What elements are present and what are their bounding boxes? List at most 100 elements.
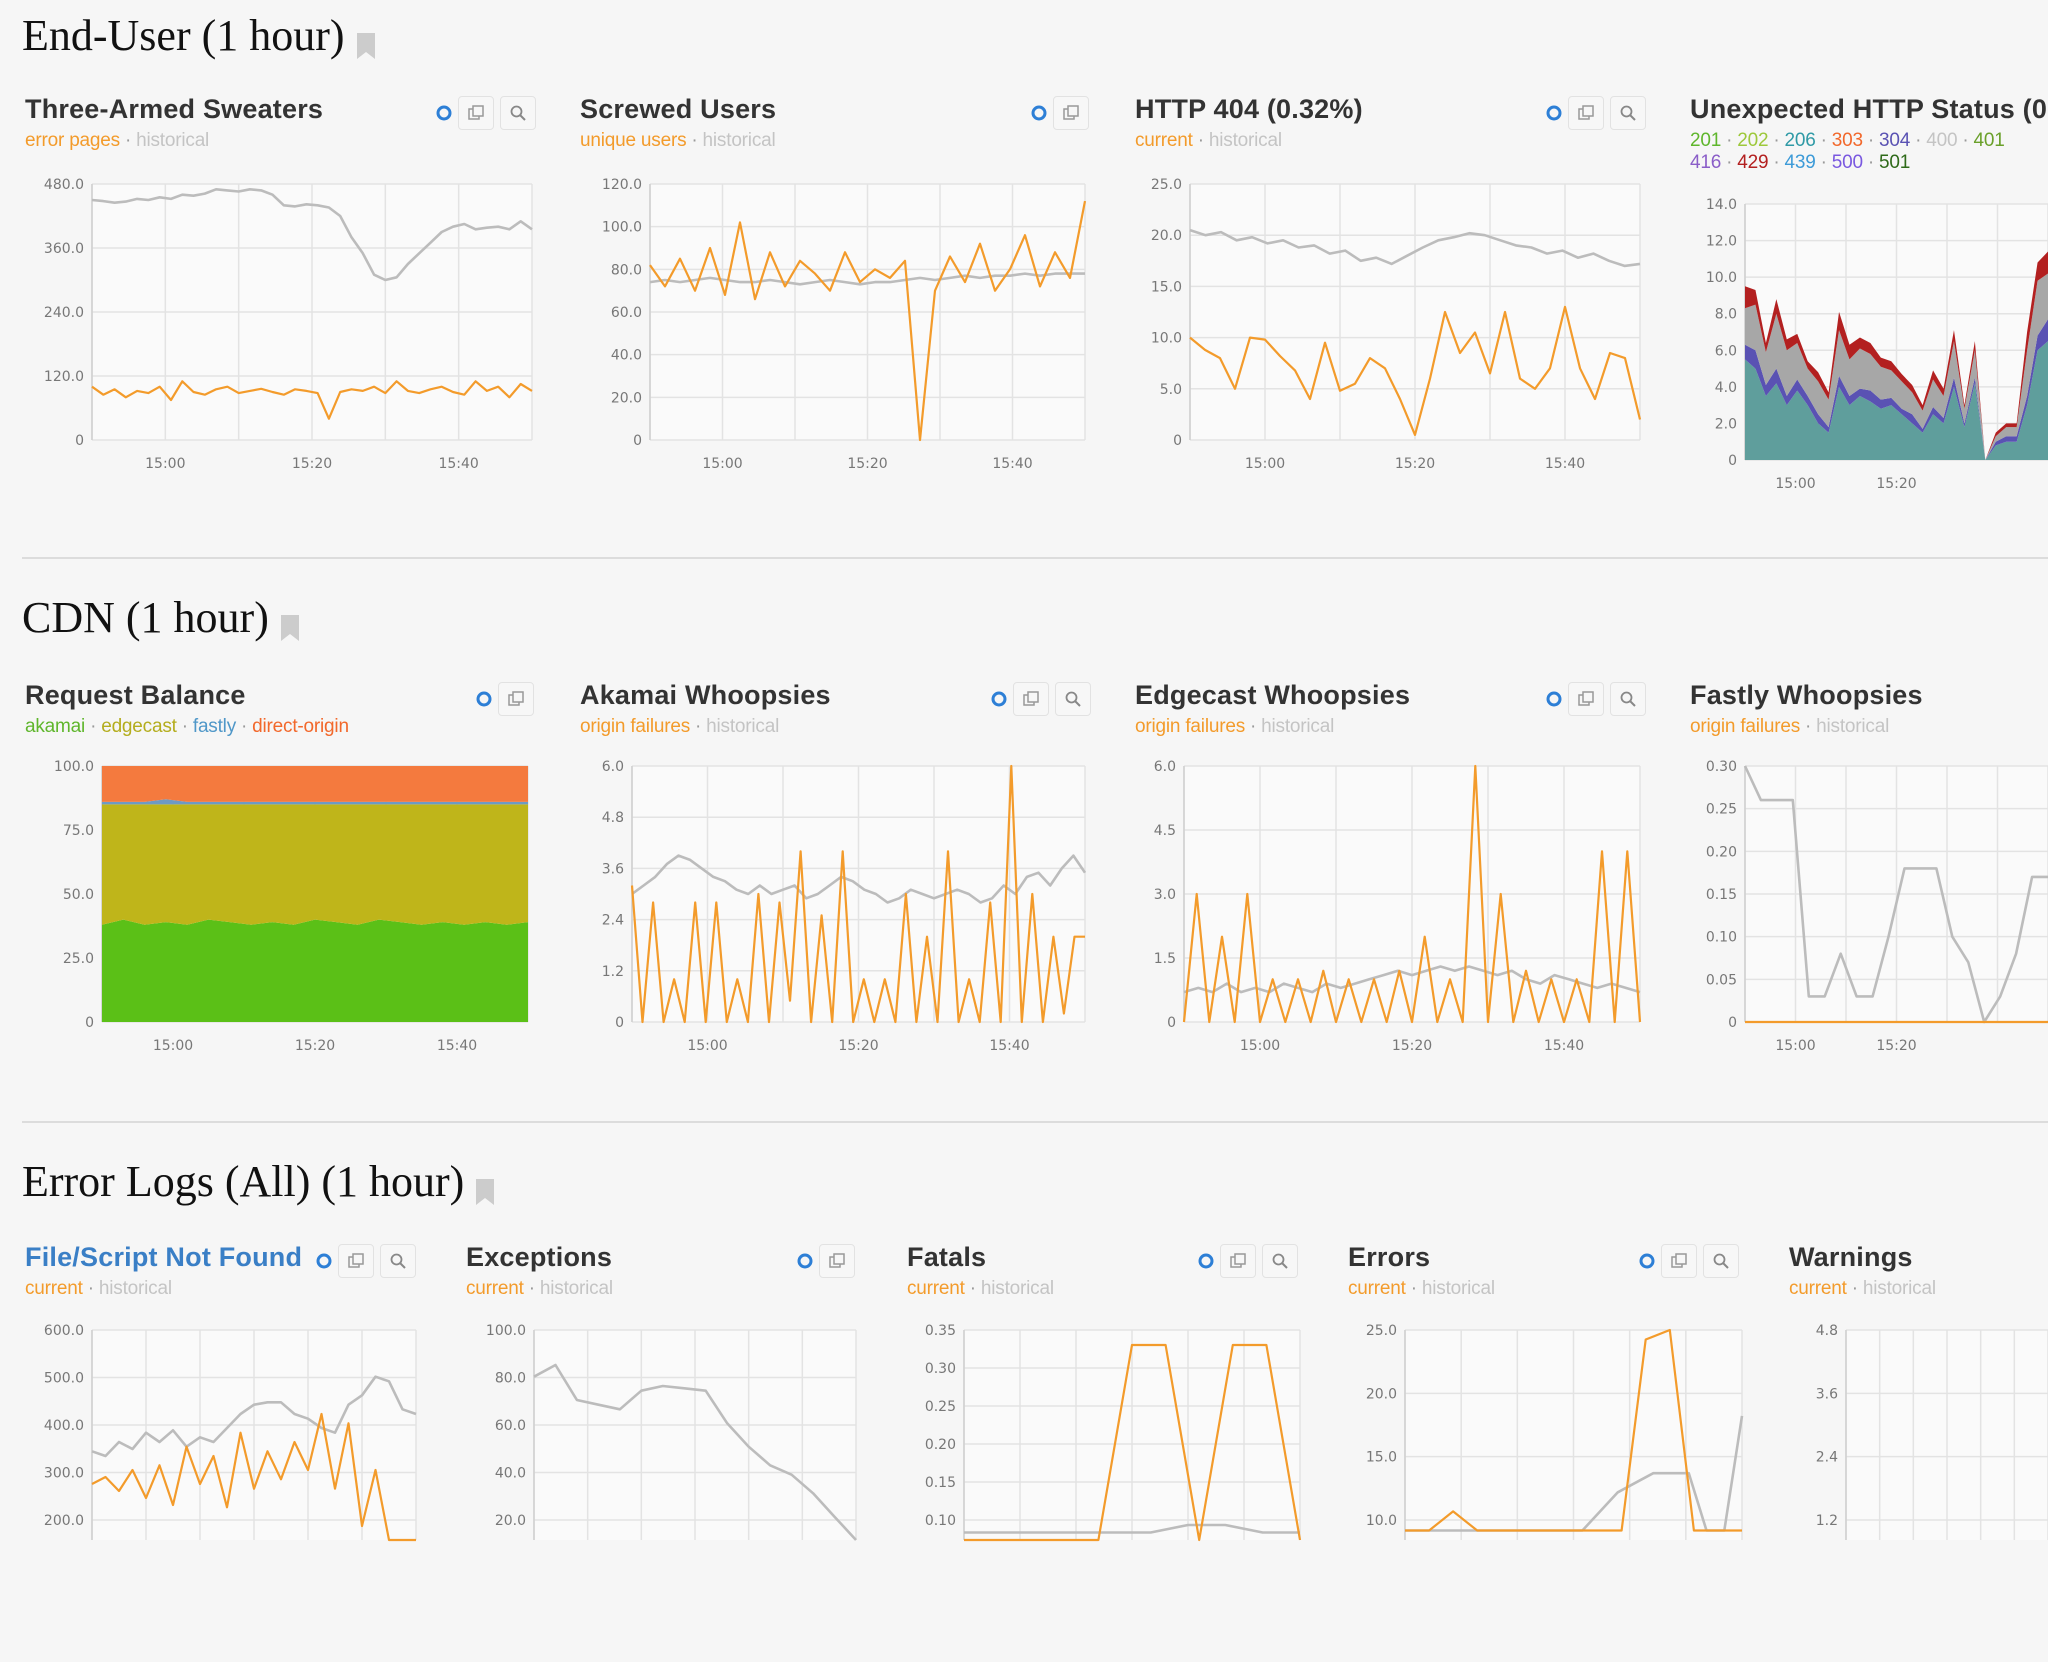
chart[interactable]: 120.0 100.0 80.0 60.0 40.0 20.0 0 15:00 15:20 15:…: [580, 174, 1095, 472]
legend-item[interactable]: direct-origin: [252, 716, 349, 737]
legend-item[interactable]: 303: [1831, 130, 1863, 151]
legend-item[interactable]: origin failures: [1690, 716, 1800, 737]
y-tick-label: 400.0: [44, 1418, 84, 1434]
y-tick-label: 6.0: [1154, 759, 1176, 775]
search-icon[interactable]: [1703, 1244, 1739, 1278]
config-dot-icon[interactable]: [1546, 105, 1562, 121]
legend-item[interactable]: historical: [136, 130, 210, 151]
x-tick-label: 15:00: [687, 1038, 727, 1054]
copy-graph-icon[interactable]: [1013, 682, 1049, 716]
search-icon[interactable]: [1262, 1244, 1298, 1278]
chart[interactable]: 6.0 4.8 3.6 2.4 1.2 0 15:00 15:20 15:40: [562, 756, 1095, 1054]
copy-graph-icon[interactable]: [1568, 682, 1604, 716]
chart[interactable]: 25.0 20.0 15.0 10.0: [1335, 1320, 1752, 1570]
legend-separator: ·: [90, 716, 97, 737]
legend-item[interactable]: current: [1135, 130, 1193, 151]
y-tick-label: 2.0: [1715, 416, 1737, 432]
legend-item[interactable]: error pages: [25, 130, 120, 151]
config-dot-icon[interactable]: [476, 691, 492, 707]
legend-item[interactable]: 500: [1831, 152, 1863, 173]
legend-separator: ·: [1726, 152, 1733, 173]
legend-item[interactable]: historical: [539, 1278, 613, 1299]
legend-item[interactable]: current: [907, 1278, 965, 1299]
legend-item[interactable]: 416: [1690, 152, 1722, 173]
chart[interactable]: 14.0 12.0 10.0 8.0 6.0 4.0 2.0 0 15:00 15:20: [1675, 194, 2048, 492]
search-icon[interactable]: [500, 96, 536, 130]
legend-item[interactable]: historical: [1421, 1278, 1495, 1299]
legend-item[interactable]: historical: [1208, 130, 1282, 151]
legend-item[interactable]: 439: [1784, 152, 1816, 173]
y-tick-label: 120.0: [602, 177, 642, 193]
config-dot-icon[interactable]: [316, 1253, 332, 1269]
y-tick-label: 480.0: [44, 177, 84, 193]
legend-item[interactable]: historical: [98, 1278, 172, 1299]
panel-title[interactable]: File/Script Not Found: [25, 1242, 303, 1272]
config-dot-icon[interactable]: [991, 691, 1007, 707]
copy-graph-icon[interactable]: [498, 682, 534, 716]
y-tick-label: 40.0: [611, 348, 642, 364]
legend-item[interactable]: 429: [1737, 152, 1769, 173]
legend-item[interactable]: origin failures: [1135, 716, 1245, 737]
section-title-text: Error Logs (All) (1 hour): [22, 1157, 465, 1206]
bookmark-icon[interactable]: [280, 605, 299, 641]
legend-item[interactable]: 501: [1879, 152, 1911, 173]
legend-item[interactable]: 304: [1879, 130, 1911, 151]
config-dot-icon[interactable]: [1639, 1253, 1655, 1269]
y-tick-label: 20.0: [611, 390, 642, 406]
chart[interactable]: 6.0 4.5 3.0 1.5 0 15:00 15:20 15:40: [1114, 756, 1650, 1054]
legend-item[interactable]: current: [466, 1278, 524, 1299]
legend-item[interactable]: current: [1789, 1278, 1847, 1299]
chart[interactable]: 0.30 0.25 0.20 0.15 0.10 0.05 0 15:00 15:20: [1675, 756, 2048, 1054]
copy-graph-icon[interactable]: [1661, 1244, 1697, 1278]
legend-item[interactable]: origin failures: [580, 716, 690, 737]
search-icon[interactable]: [1610, 96, 1646, 130]
config-dot-icon[interactable]: [1031, 105, 1047, 121]
search-icon[interactable]: [1055, 682, 1091, 716]
copy-graph-icon[interactable]: [1220, 1244, 1256, 1278]
legend-item[interactable]: 401: [1973, 130, 2005, 151]
legend-item[interactable]: fastly: [192, 716, 237, 737]
legend-item[interactable]: edgecast: [101, 716, 177, 737]
copy-graph-icon[interactable]: [338, 1244, 374, 1278]
copy-graph-icon[interactable]: [1568, 96, 1604, 130]
copy-graph-icon[interactable]: [819, 1244, 855, 1278]
x-tick-label: 15:00: [702, 456, 742, 472]
chart[interactable]: 100.0 80.0 60.0 40.0 20.0: [464, 1320, 866, 1570]
legend-item[interactable]: historical: [1816, 716, 1890, 737]
chart[interactable]: 100.0 75.0 50.0 25.0 0 15:00 15:20 15:40: [32, 756, 538, 1054]
chart[interactable]: 600.0 500.0 400.0 300.0 200.0: [22, 1320, 426, 1570]
legend-item[interactable]: historical: [980, 1278, 1054, 1299]
copy-graph-icon[interactable]: [1053, 96, 1089, 130]
legend-item[interactable]: 201: [1690, 130, 1722, 151]
legend-item[interactable]: 202: [1737, 130, 1769, 151]
legend-item[interactable]: historical: [702, 130, 776, 151]
legend-item[interactable]: historical: [706, 716, 780, 737]
y-tick-label: 0: [75, 433, 84, 449]
chart[interactable]: 4.8 3.6 2.4 1.2: [1776, 1320, 2048, 1570]
legend-item[interactable]: akamai: [25, 716, 86, 737]
legend-item[interactable]: unique users: [580, 130, 687, 151]
search-icon[interactable]: [1610, 682, 1646, 716]
panel-legend: current · historical: [1135, 130, 1282, 152]
y-tick-label: 0.15: [925, 1475, 956, 1491]
chart[interactable]: 480.0 360.0 240.0 120.0 0 15:00 15:20 15:40: [22, 174, 542, 472]
legend-item[interactable]: historical: [1862, 1278, 1936, 1299]
copy-graph-icon[interactable]: [458, 96, 494, 130]
legend-item[interactable]: historical: [1261, 716, 1335, 737]
chart[interactable]: 25.0 20.0 15.0 10.0 5.0 0 15:00 15:20 15:40: [1120, 174, 1650, 472]
legend-item[interactable]: 206: [1784, 130, 1816, 151]
bookmark-icon[interactable]: [356, 23, 375, 59]
config-dot-icon[interactable]: [436, 105, 452, 121]
bookmark-icon[interactable]: [476, 1169, 495, 1205]
config-dot-icon[interactable]: [797, 1253, 813, 1269]
panel-toolbar: [476, 682, 534, 716]
search-icon[interactable]: [380, 1244, 416, 1278]
legend-item[interactable]: current: [1348, 1278, 1406, 1299]
area-series: [102, 804, 528, 925]
chart[interactable]: 0.35 0.30 0.25 0.20 0.15 0.10: [894, 1320, 1310, 1570]
x-tick-label: 15:40: [989, 1038, 1029, 1054]
config-dot-icon[interactable]: [1546, 691, 1562, 707]
legend-item[interactable]: current: [25, 1278, 83, 1299]
legend-item[interactable]: 400: [1926, 130, 1958, 151]
config-dot-icon[interactable]: [1198, 1253, 1214, 1269]
